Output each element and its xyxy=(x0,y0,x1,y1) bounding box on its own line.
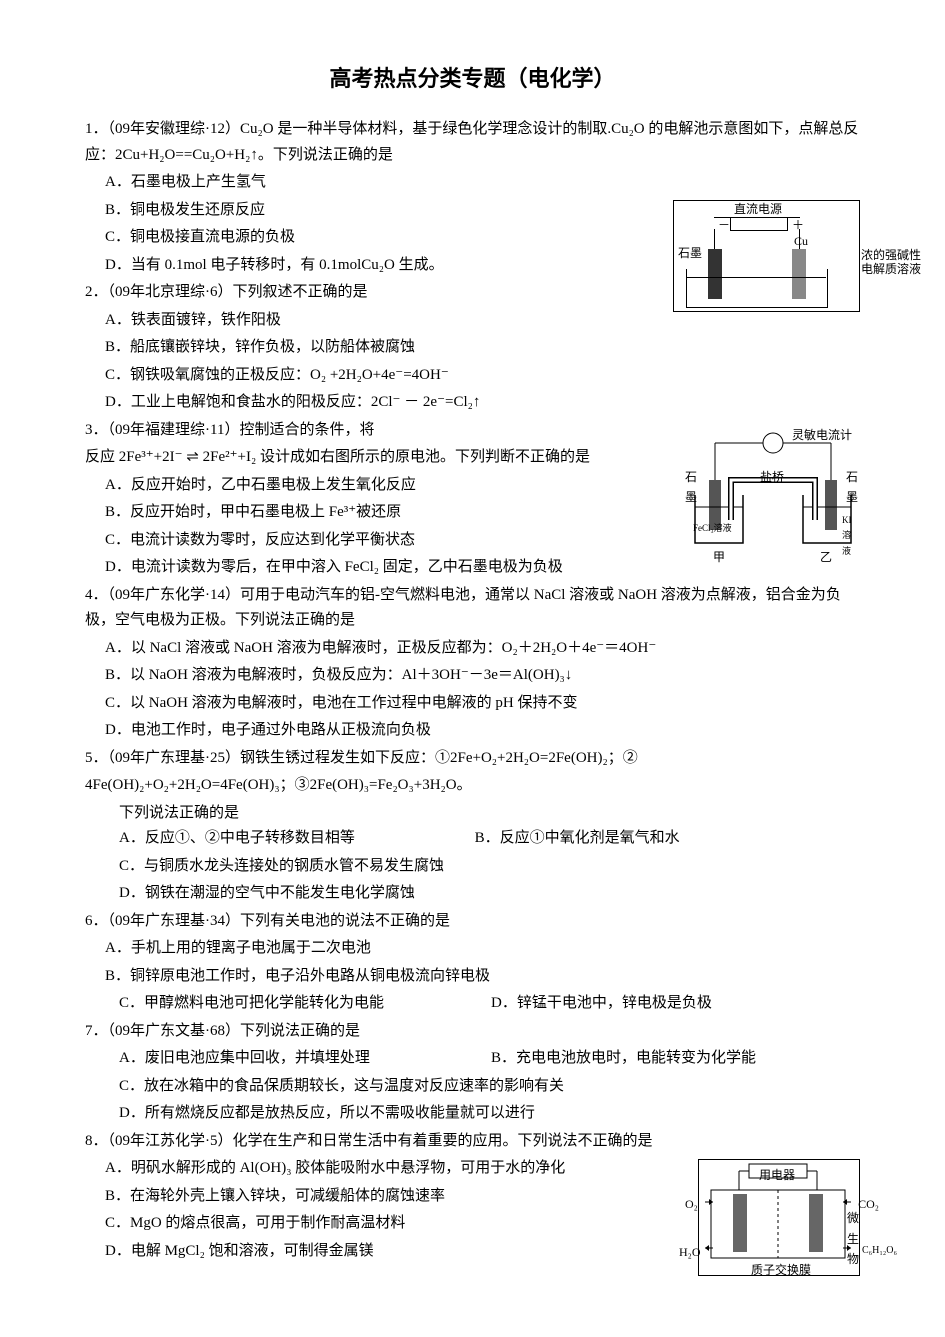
d1-minus: － xyxy=(718,215,730,235)
q4-option-c: C．以 NaOH 溶液为电解液时，电池在工作过程中电解液的 pH 保持不变 xyxy=(85,691,860,717)
q6-option-a: A．手机上用的锂离子电池属于二次电池 xyxy=(85,936,860,962)
d1-note2: 电解质溶液 xyxy=(861,259,933,279)
question-6-stem: 6．（09年广东理基·34）下列有关电池的说法不正确的是 xyxy=(85,909,860,935)
d2-right-el: 石墨 xyxy=(846,467,860,508)
question-5-stem-2: 4Fe(OH)₂+O₂+2H₂O=4Fe(OH)₃；③2Fe(OH)₃=Fe₂O… xyxy=(85,773,860,799)
q7-option-b: B．充电电池放电时，电能转变为化学能 xyxy=(491,1046,756,1074)
question-5-stem-3: 下列说法正确的是 xyxy=(85,801,860,827)
question-8-stem: 8．（09年江苏化学·5）化学在生产和日常生活中有着重要的应用。下列说法不正确的… xyxy=(85,1129,860,1155)
q2-option-d: D．工业上电解饱和食盐水的阳极反应：2Cl⁻ － 2e⁻=Cl₂↑ xyxy=(85,390,860,416)
q6-option-b: B．铜锌原电池工作时，电子沿外电路从铜电极流向锌电极 xyxy=(85,964,860,990)
d3-right-out: C₆H₁₂O₆ xyxy=(862,1242,897,1259)
galvanic-svg xyxy=(685,425,860,575)
question-4-stem: 4．（09年广东化学·14）可用于电动汽车的铝-空气燃料电池，通常以 NaCl … xyxy=(85,583,860,634)
d2-right-cup: 乙 xyxy=(820,547,832,567)
d3-right-label: 微生物 xyxy=(847,1208,863,1269)
q5-option-c: C．与铜质水龙头连接处的钢质水管不易发生腐蚀 xyxy=(85,854,860,880)
q4-option-a: A．以 NaCl 溶液或 NaOH 溶液为电解液时，正极反应都为：O₂＋2H₂O… xyxy=(85,636,860,662)
d2-left-cup: 甲 xyxy=(713,547,725,567)
question-5-stem-1: 5．（09年广东理基·25）钢铁生锈过程发生如下反应：①2Fe+O₂+2H₂O=… xyxy=(85,746,860,772)
q6-option-d: D．锌锰干电池中，锌电极是负极 xyxy=(491,991,712,1019)
q1-option-a: A．石墨电极上产生氢气 xyxy=(85,170,860,196)
q5-option-b: B．反应①中氧化剂是氧气和水 xyxy=(475,826,680,852)
d2-meter: 灵敏电流计 xyxy=(792,425,852,445)
d1-left-electrode: 石墨 xyxy=(678,243,702,263)
diagram-galvanic-cell: 灵敏电流计 石墨 石墨 盐桥 FeCl₃溶液 KI溶液 甲 乙 xyxy=(685,425,860,575)
d3-left-in: O₂ xyxy=(685,1194,698,1214)
d3-bottom: 质子交换膜 xyxy=(751,1260,811,1280)
q6-option-c: C．甲醇燃料电池可把化学能转化为电能 xyxy=(85,991,491,1017)
q2-option-b: B．船底镶嵌锌块，锌作负极，以防船体被腐蚀 xyxy=(85,335,860,361)
q5-option-a: A．反应①、②中电子转移数目相等 xyxy=(119,826,475,852)
q4-option-d: D．电池工作时，电子通过外电路从正极流向负极 xyxy=(85,718,860,744)
q4-option-b: B．以 NaOH 溶液为电解液时，负极反应为：Al＋3OH⁻－3e＝Al(OH)… xyxy=(85,663,860,689)
q7-option-c: C．放在冰箱中的食品保质期较长，这与温度对反应速率的影响有关 xyxy=(85,1074,860,1100)
d3-left-out: H₂O xyxy=(679,1242,701,1262)
question-1-stem: 1．（09年安徽理综·12）Cu₂O 是一种半导体材料，基于绿色化学理念设计的制… xyxy=(85,117,860,168)
diagram-electrolysis: 直流电源 － ＋ 石墨 Cu 浓的强碱性 电解质溶液 xyxy=(673,200,860,312)
diagram-fuel-cell: 用电器 O₂ H₂O CO₂ C₆H₁₂O₆ 微生物 质子交换膜 xyxy=(698,1159,860,1276)
d2-bridge: 盐桥 xyxy=(760,467,784,487)
q5-option-d: D．钢铁在潮湿的空气中不能发生电化学腐蚀 xyxy=(85,881,860,907)
d2-right-sol: KI溶液 xyxy=(842,513,858,559)
d2-left-sol: FeCl₃溶液 xyxy=(693,521,732,536)
q7-option-a: A．废旧电池应集中回收，并填埋处理 xyxy=(85,1046,491,1072)
question-7-stem: 7．（09年广东文基·68）下列说法正确的是 xyxy=(85,1019,860,1045)
d2-left-el: 石墨 xyxy=(685,467,699,508)
q7-option-d: D．所有燃烧反应都是放热反应，所以不需吸收能量就可以进行 xyxy=(85,1101,860,1127)
d3-top: 用电器 xyxy=(759,1165,795,1185)
q2-option-c: C．钢铁吸氧腐蚀的正极反应：O₂ +2H₂O+4e⁻=4OH⁻ xyxy=(85,363,860,389)
page-title: 高考热点分类专题（电化学） xyxy=(85,60,860,97)
